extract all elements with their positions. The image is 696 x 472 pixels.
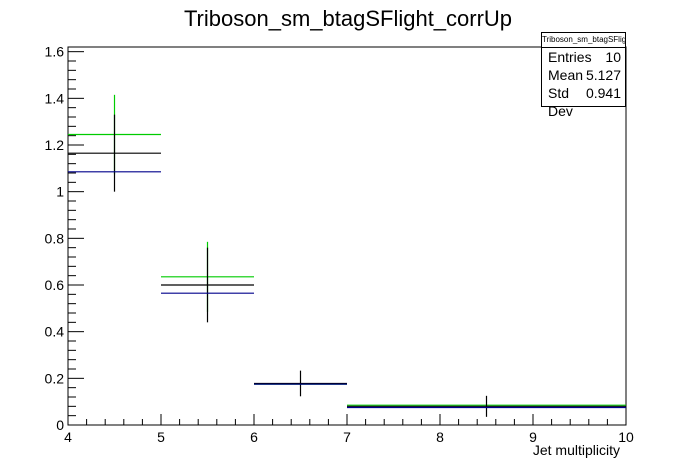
x-tick-label: 4 xyxy=(64,429,72,445)
y-tick-label: 0.4 xyxy=(45,324,65,340)
stats-std-value: 0.941 xyxy=(585,85,621,101)
y-tick-label: 0.8 xyxy=(45,230,65,246)
stats-mean-value: 5.127 xyxy=(585,67,621,83)
stats-title: Triboson_sm_btagSFlight_corrUp xyxy=(542,33,625,48)
y-tick-label: 1 xyxy=(56,184,64,200)
x-tick-label: 7 xyxy=(343,429,351,445)
stats-entries-value: 10 xyxy=(605,49,621,65)
y-tick-label: 1.6 xyxy=(45,44,65,60)
x-tick-label: 9 xyxy=(529,429,537,445)
x-tick-label: 10 xyxy=(618,429,634,445)
stats-std-label: Std Dev xyxy=(548,85,573,119)
x-tick-label: 6 xyxy=(250,429,258,445)
y-tick-label: 0 xyxy=(56,417,64,433)
x-tick-label: 5 xyxy=(157,429,165,445)
chart-title: Triboson_sm_btagSFlight_corrUp xyxy=(184,6,512,31)
y-tick-label: 1.4 xyxy=(45,90,65,106)
stats-entries-label: Entries xyxy=(548,49,592,65)
stats-std-row: Std Dev 0.941 xyxy=(542,84,625,120)
stats-box: Triboson_sm_btagSFlight_corrUp Entries 1… xyxy=(541,32,626,119)
x-axis-label: Jet multiplicity xyxy=(533,442,620,458)
stats-mean-label: Mean xyxy=(548,67,584,83)
stats-mean-row: Mean 5.127 xyxy=(542,66,625,84)
stats-entries-row: Entries 10 xyxy=(542,48,625,66)
y-tick-label: 0.6 xyxy=(45,277,65,293)
y-tick-label: 0.2 xyxy=(45,370,65,386)
y-tick-label: 1.2 xyxy=(45,137,65,153)
x-tick-label: 8 xyxy=(436,429,444,445)
